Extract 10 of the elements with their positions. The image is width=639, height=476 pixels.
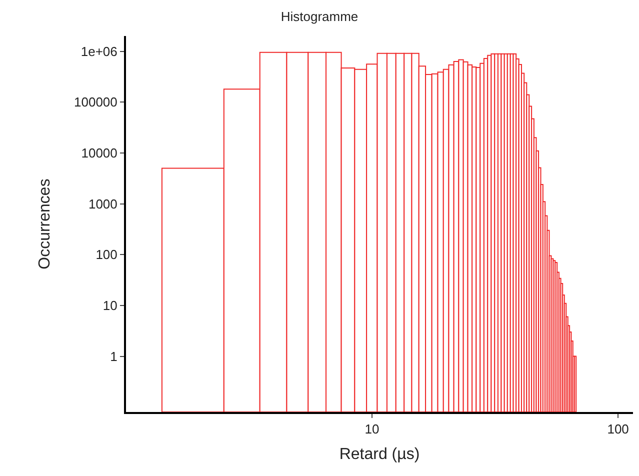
y-tick-label: 1000 — [88, 196, 118, 212]
y-tick-label: 10000 — [81, 146, 118, 160]
y-tick-label: 100000 — [74, 94, 118, 110]
y-tick-label: 1 — [110, 348, 118, 364]
y-axis-title: Occurrences — [36, 178, 54, 270]
y-tick-label: 100 — [96, 247, 118, 262]
y-tick-label: 1e+06 — [80, 44, 118, 59]
x-axis-title: Retard (µs) — [339, 446, 420, 463]
y-tick-label: 10 — [102, 298, 118, 313]
chart-title: Histogramme — [280, 9, 358, 24]
